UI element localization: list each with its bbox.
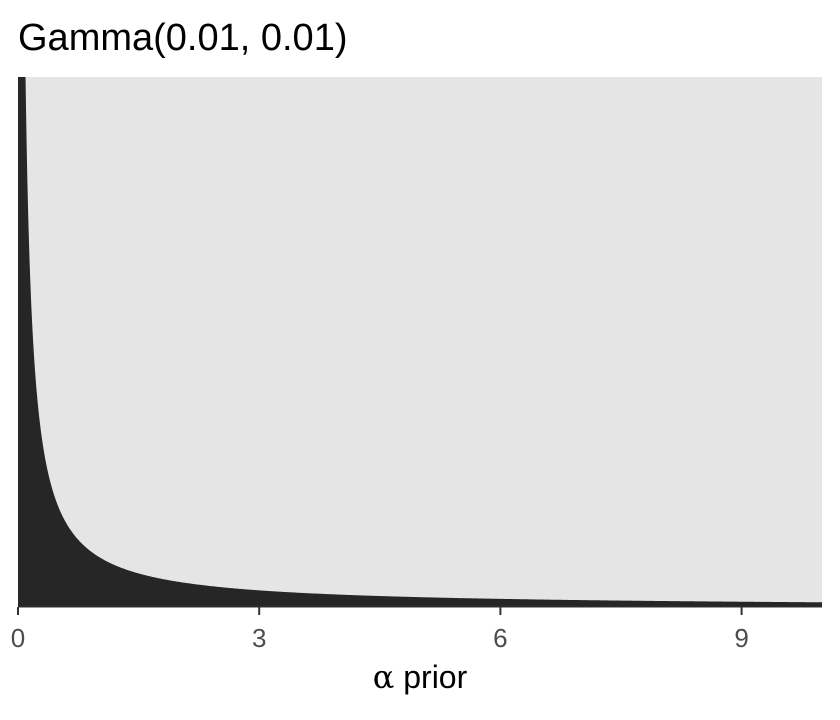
x-tick-label: 9: [734, 623, 748, 653]
x-axis-label-text: prior: [394, 659, 467, 695]
x-axis-label: α prior: [373, 658, 468, 696]
plot-panel: [18, 77, 822, 607]
chart-title: Gamma(0.01, 0.01): [18, 17, 347, 59]
x-tick-label: 0: [11, 623, 25, 653]
x-tick-label: 6: [493, 623, 507, 653]
x-axis-ticks: 0 3 6 9: [11, 607, 749, 653]
x-tick-label: 3: [252, 623, 266, 653]
x-axis-label-symbol: α: [373, 658, 395, 696]
